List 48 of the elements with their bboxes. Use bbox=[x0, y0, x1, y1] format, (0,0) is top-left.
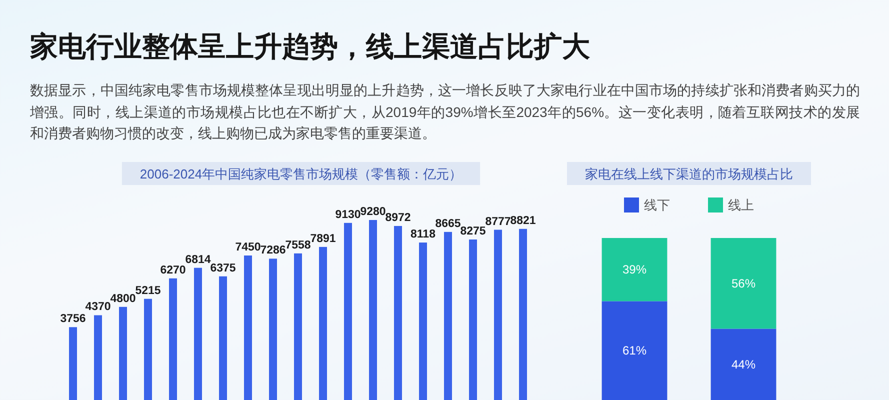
data-label: 9280 bbox=[360, 206, 386, 218]
bar bbox=[94, 315, 102, 400]
bar bbox=[119, 306, 127, 400]
bar bbox=[194, 268, 202, 400]
data-label: 8275 bbox=[460, 225, 486, 238]
data-label: 8665 bbox=[435, 218, 462, 230]
legend-label: 线下 bbox=[644, 198, 670, 212]
bar bbox=[319, 246, 327, 400]
data-label: 56% bbox=[731, 276, 756, 290]
bar bbox=[494, 230, 502, 400]
data-label: 8777 bbox=[485, 216, 511, 228]
data-label: 8972 bbox=[385, 212, 411, 224]
data-label: 9130 bbox=[335, 208, 361, 221]
data-label: 3756 bbox=[60, 313, 86, 326]
bar bbox=[169, 278, 177, 400]
data-label: 6270 bbox=[160, 264, 186, 276]
data-label: 6375 bbox=[210, 262, 236, 274]
data-label: 4800 bbox=[110, 292, 136, 305]
chart-title: 家电在线上线下渠道的市场规模占比 bbox=[585, 166, 793, 182]
data-label: 5215 bbox=[135, 284, 162, 297]
data-label: 7450 bbox=[235, 241, 261, 254]
data-label: 44% bbox=[731, 357, 756, 372]
text: 数据显示，中国纯家电零售市场规模整体呈现出明显的上升趋势，这一增长反映了大家电行业在中国市场的持续扩张和消费者购买力的增强。同时，线上渠道的市场规模占比也在不断扩大，从2019年的39%增长至2023年的56%。这一变化表明，随着互联网技术的发展和消费者购物习惯的改变，线上购物已成为家电零售的重要渠道。 bbox=[30, 81, 860, 143]
bar bbox=[269, 258, 277, 400]
bar bbox=[519, 228, 527, 400]
data-label: 7286 bbox=[260, 244, 286, 257]
data-label: 8821 bbox=[510, 214, 536, 227]
bar bbox=[419, 242, 427, 400]
bar bbox=[144, 298, 152, 400]
bar bbox=[69, 327, 77, 400]
bar bbox=[444, 232, 452, 400]
data-label: 4370 bbox=[85, 301, 111, 314]
bar bbox=[394, 226, 402, 400]
bar bbox=[294, 253, 302, 400]
bar bbox=[244, 255, 252, 400]
bar bbox=[344, 222, 352, 400]
data-label: 61% bbox=[622, 344, 647, 358]
data-label: 8118 bbox=[410, 228, 436, 241]
text: 家电行业整体呈上升趋势，线上渠道占比扩大 bbox=[30, 30, 590, 64]
data-label: 6814 bbox=[185, 254, 212, 266]
bar bbox=[469, 239, 477, 400]
data-label: 39% bbox=[622, 262, 647, 277]
chart-title: 2006-2024年中国纯家电零售市场规模（零售额：亿元） bbox=[140, 166, 462, 182]
data-label: 7891 bbox=[310, 232, 336, 245]
data-label: 7558 bbox=[285, 239, 312, 252]
bar bbox=[369, 220, 377, 400]
legend-label: 线上 bbox=[728, 198, 754, 212]
bar bbox=[219, 276, 227, 400]
